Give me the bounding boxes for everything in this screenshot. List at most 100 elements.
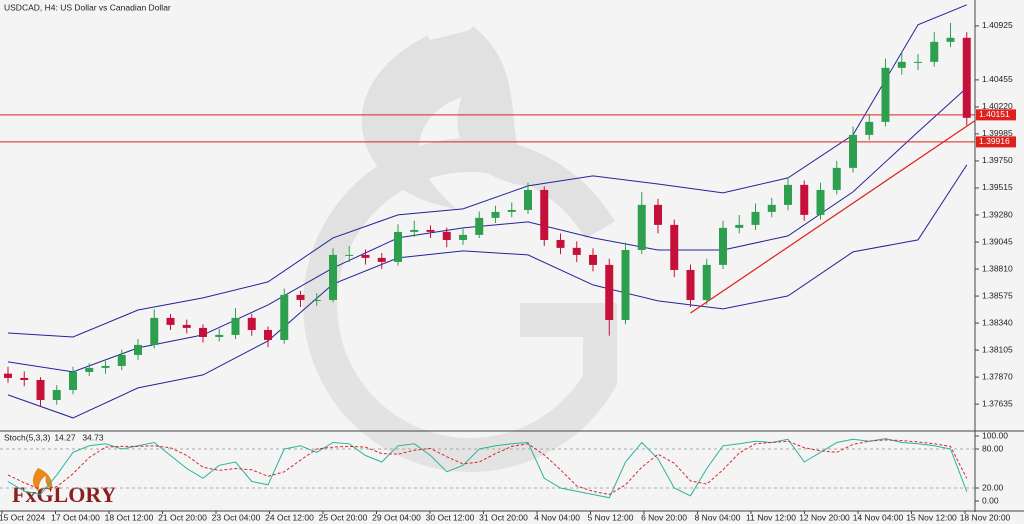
candle-body (556, 239, 565, 248)
level-tag (976, 136, 1016, 148)
candle-body (654, 204, 662, 225)
candle-body (426, 229, 435, 232)
candle-body (491, 211, 500, 218)
y-tick-label: 1.38810 (982, 263, 1013, 273)
candle-body (442, 231, 451, 240)
candle-body (410, 229, 419, 232)
candle-body (507, 209, 516, 212)
candle-body (182, 324, 191, 328)
logo-text: FxGLORY (12, 482, 116, 507)
candle-body (719, 227, 727, 265)
stoch-tick-label: 80.00 (982, 443, 1004, 453)
x-tick-label: 12 Nov 20:00 (799, 512, 850, 522)
y-tick-label: 1.39985 (982, 128, 1013, 138)
candle-body (4, 373, 12, 378)
x-tick-label: 11 Nov 12:00 (746, 512, 796, 522)
stoch-k-line (7, 438, 968, 499)
candle-body (166, 317, 175, 325)
candle-body (930, 41, 939, 62)
x-tick-label: 15 Oct 2024 (0, 512, 45, 522)
x-tick-label: 18 Oct 12:00 (105, 512, 154, 522)
chart-title: USDCAD, H4: US Dollar vs Canadian Dollar (4, 2, 171, 12)
candle-body (36, 379, 45, 400)
y-tick-label: 1.38575 (982, 290, 1013, 300)
candle-body (85, 367, 94, 372)
level-tag (976, 109, 1016, 121)
x-tick-label: 15 Nov 12:00 (906, 512, 957, 522)
candle-body (751, 211, 760, 225)
candle-body (101, 365, 110, 368)
candle-body (865, 121, 874, 135)
candle-body (572, 247, 581, 255)
candle-body (345, 254, 354, 256)
candle-body (735, 224, 744, 228)
candle-body (134, 344, 142, 355)
candle-body (199, 327, 207, 337)
candle-body (215, 334, 224, 337)
x-tick-label: 17 Oct 04:00 (51, 512, 100, 522)
candle-body (832, 167, 841, 190)
x-tick-label: 8 Nov 04:00 (695, 512, 741, 522)
x-tick-label: 30 Oct 12:00 (426, 512, 475, 522)
candle-body (816, 189, 825, 215)
candle-body (296, 294, 305, 300)
candle-body (670, 224, 679, 270)
x-tick-label: 14 Nov 04:00 (853, 512, 904, 522)
candle-body (702, 264, 711, 300)
candle-body (605, 264, 614, 320)
y-tick-label: 1.37870 (982, 371, 1013, 381)
candle-body (247, 317, 256, 330)
stoch-tick-label: 100.00 (982, 430, 1008, 440)
y-tick-label: 1.40455 (982, 74, 1013, 84)
candle-body (231, 317, 240, 335)
y-tick-label: 1.40925 (982, 20, 1013, 30)
logo (32, 468, 53, 492)
y-tick-label: 1.39515 (982, 182, 1013, 192)
candle-body (264, 329, 272, 340)
level-label: 1.40151 (979, 109, 1010, 119)
stoch-tick-label: 20.00 (982, 482, 1004, 492)
candle-body (150, 317, 159, 345)
candle-body (897, 61, 906, 68)
candle-body (784, 184, 792, 205)
candle-body (946, 37, 955, 42)
candle-body (280, 294, 289, 340)
x-tick-label: 6 Nov 20:00 (641, 512, 687, 522)
y-tick-label: 1.39750 (982, 155, 1013, 165)
x-tick-label: 23 Oct 04:00 (212, 512, 261, 522)
y-tick-label: 1.39280 (982, 209, 1013, 219)
bollinger-band (7, 4, 967, 338)
y-tick-label: 1.37635 (982, 398, 1013, 408)
candle-body (52, 389, 61, 400)
x-tick-label: 4 Nov 04:00 (534, 512, 580, 522)
y-tick-label: 1.39045 (982, 236, 1013, 246)
stoch-tick-label: 0.00 (982, 495, 999, 505)
y-tick-label: 1.38340 (982, 317, 1013, 327)
candle-body (962, 37, 971, 118)
candle-body (540, 189, 549, 240)
candle-body (377, 257, 386, 262)
x-tick-label: 5 Nov 12:00 (588, 512, 634, 522)
candle-body (361, 254, 370, 258)
x-tick-label: 25 Oct 20:00 (319, 512, 368, 522)
candle-body (524, 189, 532, 210)
candle-body (475, 217, 484, 235)
candle-body (117, 354, 126, 366)
candle-body (69, 371, 77, 390)
level-label: 1.39916 (979, 136, 1010, 146)
candle-body (881, 67, 890, 122)
logo-flame (32, 468, 53, 492)
stoch-d-line (7, 439, 968, 496)
candle-body (20, 377, 29, 380)
stoch-label: Stoch(5,3,3) (4, 432, 50, 442)
candle-body (767, 204, 776, 212)
candle-body (849, 134, 857, 168)
x-tick-label: 24 Oct 12:00 (265, 512, 314, 522)
candle-body (686, 269, 695, 300)
candle-body (621, 249, 630, 320)
bollinger-band (7, 164, 968, 419)
stoch-value: 34.73 (82, 432, 104, 442)
trend-line (690, 120, 976, 314)
